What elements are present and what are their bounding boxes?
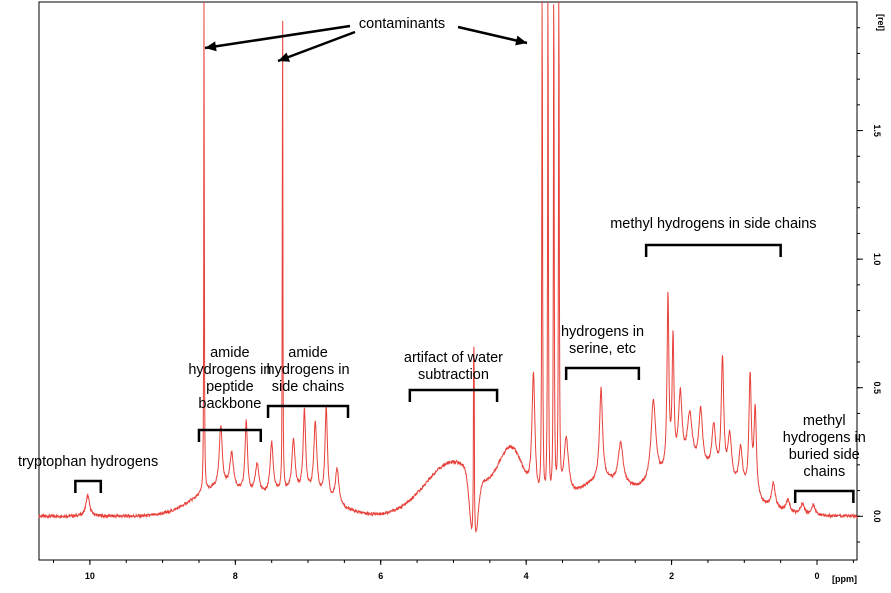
annotation-arrow (457, 25, 528, 45)
annotation-label: hydrogens in (267, 362, 350, 378)
y-tick-label: 1.5 (872, 124, 882, 137)
x-axis-unit-label: [ppm] (832, 574, 857, 584)
annotation-label: subtraction (418, 367, 489, 383)
annotation-label: amide (288, 345, 328, 361)
x-tick-label: 0 (815, 571, 820, 581)
annotation-label: peptide (206, 379, 254, 395)
annotation-arrow (277, 30, 356, 63)
y-axis-unit-label: [rel] (876, 14, 886, 31)
spectrum-series-line (38, 1, 858, 533)
annotation-label: chains (803, 464, 845, 480)
y-tick-label: 1.0 (872, 253, 882, 266)
annotation-arrowhead (205, 41, 217, 52)
annotation-label: contaminants (359, 16, 445, 32)
plot-frame (38, 1, 858, 561)
y-tick-label: 0.0 (872, 510, 882, 523)
annotation-label: amide (210, 345, 250, 361)
annotation-label: side chains (272, 379, 345, 395)
annotation-label: artifact of water (404, 350, 503, 366)
annotation-bracket (197, 428, 263, 442)
annotation-arrowhead (515, 35, 527, 46)
axis-ticks: 10 8 6 4 2 0 0.0 0.5 1.0 1.5 (53, 27, 882, 581)
annotation-label: hydrogens in (188, 362, 271, 378)
annotation-bracket (644, 243, 782, 257)
x-tick-label: 8 (233, 571, 238, 581)
annotation-label: hydrogens in (561, 324, 644, 340)
annotation-label: tryptophan hydrogens (18, 454, 158, 470)
annotation-bracket (564, 366, 641, 380)
y-tick-label: 0.5 (872, 381, 882, 394)
annotation-arrowhead (278, 52, 291, 62)
x-tick-label: 6 (378, 571, 383, 581)
annotation-bracket (793, 489, 855, 503)
x-tick-label: 2 (669, 571, 674, 581)
annotation-arrow (204, 24, 351, 50)
annotation-label: hydrogens in (783, 430, 866, 446)
annotation-bracket (266, 404, 350, 418)
annotation-bracket (408, 388, 499, 402)
x-tick-label: 4 (524, 571, 529, 581)
annotation-label: methyl (803, 413, 846, 429)
annotation-label: buried side (789, 447, 860, 463)
x-tick-label: 10 (85, 571, 95, 581)
annotation-label: serine, etc (569, 341, 636, 357)
annotation-bracket (74, 479, 103, 493)
annotation-label: backbone (198, 396, 261, 412)
annotation-label: methyl hydrogens in side chains (610, 216, 816, 232)
